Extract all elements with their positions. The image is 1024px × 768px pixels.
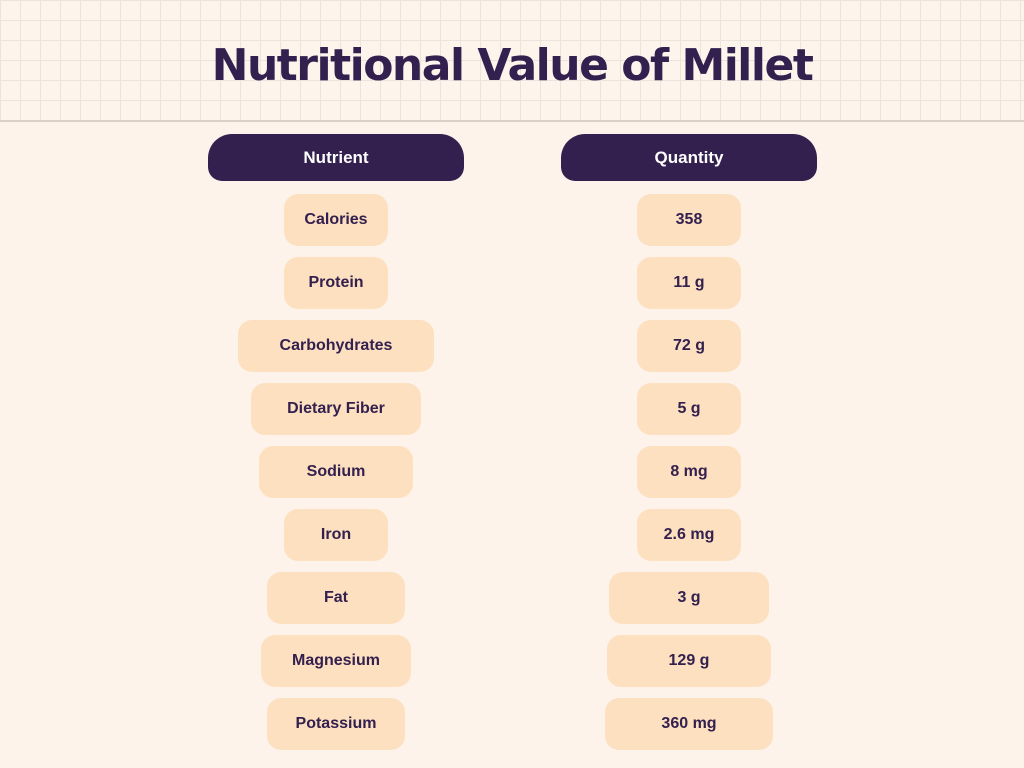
list-item: 72 g xyxy=(561,320,817,372)
quantity-pill: 129 g xyxy=(607,635,771,687)
list-item: Calories xyxy=(208,194,464,246)
quantity-pill: 8 mg xyxy=(637,446,741,498)
quantity-pill: 72 g xyxy=(637,320,741,372)
nutrient-pill: Protein xyxy=(284,257,388,309)
list-item: Dietary Fiber xyxy=(208,383,464,435)
nutrient-pill: Magnesium xyxy=(261,635,411,687)
quantity-pill: 360 mg xyxy=(605,698,773,750)
list-item: Protein xyxy=(208,257,464,309)
nutrient-pill: Fat xyxy=(267,572,405,624)
quantity-list: 358 11 g 72 g 5 g 8 mg 2.6 mg 3 g 129 g … xyxy=(561,194,817,750)
quantity-column: Quantity 358 11 g 72 g 5 g 8 mg 2.6 mg 3… xyxy=(561,134,817,761)
nutrient-pill: Sodium xyxy=(259,446,413,498)
list-item: 3 g xyxy=(561,572,817,624)
list-item: Carbohydrates xyxy=(208,320,464,372)
list-item: 129 g xyxy=(561,635,817,687)
quantity-pill: 3 g xyxy=(609,572,769,624)
list-item: 5 g xyxy=(561,383,817,435)
quantity-pill: 11 g xyxy=(637,257,741,309)
quantity-column-header: Quantity xyxy=(561,134,817,181)
list-item: 8 mg xyxy=(561,446,817,498)
list-item: Sodium xyxy=(208,446,464,498)
nutrient-pill: Iron xyxy=(284,509,388,561)
list-item: 11 g xyxy=(561,257,817,309)
list-item: Potassium xyxy=(208,698,464,750)
nutrient-pill: Dietary Fiber xyxy=(251,383,421,435)
list-item: 360 mg xyxy=(561,698,817,750)
quantity-pill: 358 xyxy=(637,194,741,246)
nutrient-column-header: Nutrient xyxy=(208,134,464,181)
nutrient-pill: Carbohydrates xyxy=(238,320,434,372)
nutrient-column: Nutrient Calories Protein Carbohydrates … xyxy=(208,134,464,761)
nutrient-pill: Potassium xyxy=(267,698,405,750)
list-item: 358 xyxy=(561,194,817,246)
quantity-pill: 2.6 mg xyxy=(637,509,741,561)
list-item: Magnesium xyxy=(208,635,464,687)
quantity-pill: 5 g xyxy=(637,383,741,435)
nutrient-list: Calories Protein Carbohydrates Dietary F… xyxy=(208,194,464,750)
list-item: Iron xyxy=(208,509,464,561)
grid-header-band: Nutritional Value of Millet xyxy=(0,0,1024,122)
list-item: Fat xyxy=(208,572,464,624)
page-title: Nutritional Value of Millet xyxy=(211,40,814,91)
list-item: 2.6 mg xyxy=(561,509,817,561)
nutrient-pill: Calories xyxy=(284,194,388,246)
